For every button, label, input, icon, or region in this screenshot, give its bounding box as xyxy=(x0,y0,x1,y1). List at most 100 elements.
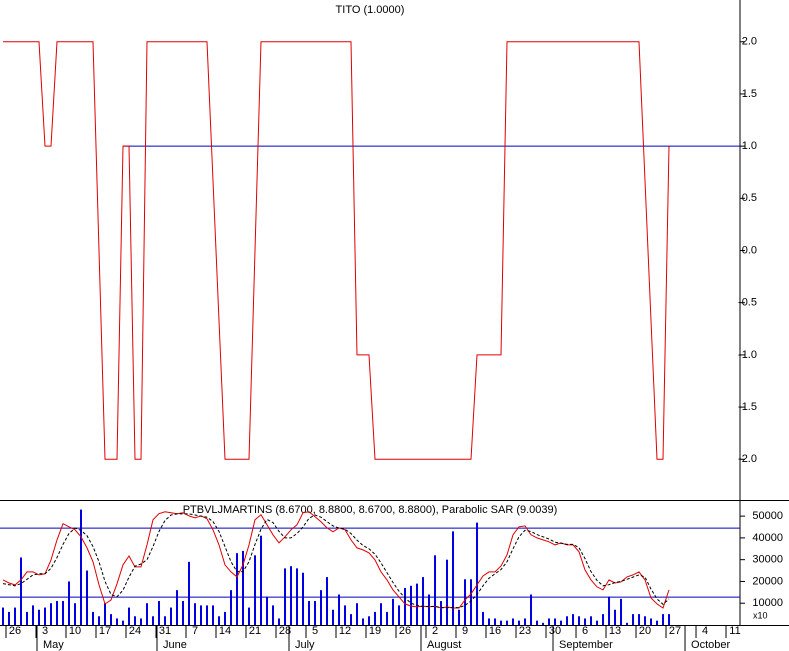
volume-bar xyxy=(416,583,419,625)
volume-bar xyxy=(260,535,263,625)
x-tick-label: 4 xyxy=(702,625,708,637)
x-tick-label: 26 xyxy=(9,625,21,637)
x-tick-label: 31 xyxy=(159,625,171,637)
volume-bar xyxy=(398,605,401,625)
line xyxy=(3,41,670,460)
volume-bar xyxy=(38,609,41,625)
volume-bar xyxy=(26,611,29,625)
volume-bar xyxy=(596,620,599,625)
volume-bar xyxy=(584,618,587,625)
volume-bar xyxy=(320,590,323,625)
volume-bar xyxy=(116,618,119,625)
volume-bar xyxy=(548,618,551,625)
volume-bar xyxy=(170,607,173,625)
volume-bar xyxy=(98,616,101,625)
volume-bar xyxy=(434,555,437,625)
y-tick-label: 10000 xyxy=(752,597,783,609)
volume-bar xyxy=(92,611,95,625)
volume-bar xyxy=(218,616,221,625)
volume-bar xyxy=(104,603,107,625)
volume-bar xyxy=(164,616,167,625)
volume-bar xyxy=(188,561,191,625)
volume-bar xyxy=(248,607,251,625)
volume-bar xyxy=(308,601,311,625)
volume-bar xyxy=(638,614,641,625)
x-tick-label: 3 xyxy=(42,625,48,637)
volume-bar xyxy=(302,572,305,625)
volume-bar xyxy=(404,587,407,625)
volume-bar xyxy=(350,614,353,625)
volume-bar xyxy=(80,509,83,625)
volume-bar xyxy=(194,603,197,625)
volume-bar xyxy=(650,618,653,625)
volume-bar xyxy=(146,603,149,625)
y-tick-label: 50000 xyxy=(752,510,783,522)
volume-bar xyxy=(134,616,137,625)
x-tick-label: 30 xyxy=(549,625,561,637)
volume-bar xyxy=(572,614,575,625)
volume-bar xyxy=(32,605,35,625)
x-tick-label: 13 xyxy=(609,625,621,637)
volume-bar xyxy=(608,596,611,625)
volume-bar xyxy=(200,605,203,625)
volume-bar xyxy=(332,609,335,625)
volume-bar xyxy=(578,616,581,625)
volume-bar xyxy=(536,620,539,625)
volume-bar xyxy=(566,616,569,625)
volume-bar xyxy=(8,611,11,625)
volume-bar xyxy=(440,601,443,625)
volume-bar xyxy=(20,557,23,625)
x-tick-label: 17 xyxy=(99,625,111,637)
month-label: June xyxy=(163,639,187,651)
y-tick-label: 2.0 xyxy=(742,36,757,48)
month-label: August xyxy=(427,639,461,651)
volume-bar xyxy=(482,611,485,625)
volume-bar xyxy=(512,618,515,625)
volume-bar xyxy=(410,585,413,625)
volume-bar xyxy=(2,607,5,625)
volume-bar xyxy=(158,601,161,625)
volume-bar xyxy=(380,603,383,625)
volume-bar xyxy=(422,577,425,625)
volume-bar xyxy=(128,607,131,625)
y-tick-label: 0.0 xyxy=(742,244,757,256)
y-tick-label: 0.5 xyxy=(742,192,757,204)
x-tick-label: 27 xyxy=(669,625,681,637)
volume-bar xyxy=(176,590,179,625)
volume-bar xyxy=(386,611,389,625)
y-tick-label: 20000 xyxy=(752,575,783,587)
volume-bar xyxy=(662,614,665,625)
volume-bar xyxy=(644,616,647,625)
volume-bar xyxy=(224,611,227,625)
volume-bar xyxy=(476,522,479,625)
volume-bar xyxy=(560,620,563,625)
line xyxy=(2,511,670,609)
volume-bar xyxy=(470,579,473,625)
volume-bar xyxy=(458,609,461,625)
volume-bar xyxy=(374,611,377,625)
month-label: July xyxy=(295,639,315,651)
volume-bar xyxy=(362,618,365,625)
volume-bar xyxy=(620,598,623,625)
volume-bar xyxy=(182,601,185,625)
x-tick-label: 5 xyxy=(312,625,318,637)
volume-bar xyxy=(212,605,215,625)
volume-bar xyxy=(62,601,65,625)
volume-bar xyxy=(506,620,509,625)
scale-note: x10 xyxy=(753,610,768,620)
volume-bar xyxy=(254,555,257,625)
y-tick-label: 1.0 xyxy=(742,140,757,152)
x-tick-label: 19 xyxy=(369,625,381,637)
volume-bar xyxy=(392,598,395,625)
volume-bar xyxy=(122,620,125,625)
volume-bar xyxy=(278,618,281,625)
volume-bar xyxy=(542,622,545,625)
volume-bar xyxy=(86,570,89,625)
y-tick-label: -2.0 xyxy=(738,453,757,465)
line xyxy=(2,513,670,609)
volume-bar xyxy=(632,614,635,625)
volume-bar xyxy=(50,603,53,625)
y-tick-label: 40000 xyxy=(752,532,783,544)
volume-bar xyxy=(446,559,449,625)
volume-bar xyxy=(44,607,47,625)
